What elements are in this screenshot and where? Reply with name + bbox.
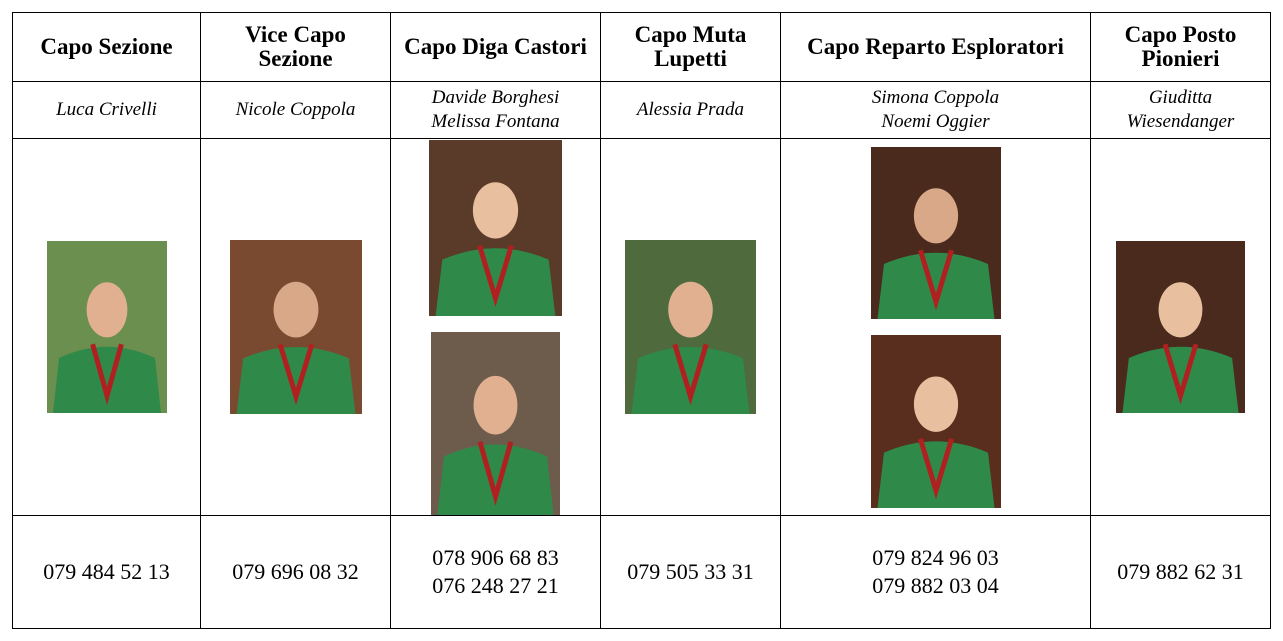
photo [870, 146, 1001, 319]
uniform [631, 347, 750, 414]
scarf [1162, 343, 1199, 405]
phone-number: 079 882 62 31 [1117, 559, 1244, 584]
person-name: Giuditta Wiesendanger [1126, 87, 1235, 132]
face [472, 181, 519, 239]
name-cell: Alessia Prada [600, 81, 781, 139]
photo [870, 334, 1001, 508]
photos [1091, 241, 1270, 413]
photo-cell [780, 138, 1091, 516]
face [913, 376, 958, 432]
names-row: Luca Crivelli Nicole Coppola Davide Borghe… [12, 81, 1271, 139]
photo [46, 241, 167, 413]
scarf [89, 343, 124, 406]
photo [1116, 241, 1245, 413]
name-cell: Luca Crivelli [12, 81, 201, 139]
scarf [477, 244, 514, 307]
phone-number: 079 696 08 32 [232, 559, 359, 584]
name-cell: Giuditta Wiesendanger [1090, 81, 1271, 139]
phone-number: 079 824 96 03 [872, 545, 999, 570]
scarf [917, 437, 954, 499]
name-cell: Simona Coppola Noemi Oggier [780, 81, 1091, 139]
staff-table: Capo Sezione Vice Capo Sezione Capo Diga C… [12, 12, 1271, 629]
phone-number: 078 906 68 83 [432, 545, 559, 570]
header-cell: Capo Muta Lupetti [600, 12, 781, 82]
photo [429, 139, 562, 316]
header-row: Capo Sezione Vice Capo Sezione Capo Diga C… [12, 12, 1271, 82]
uniform [1122, 346, 1239, 413]
phone-cell: 079 484 52 13 [12, 515, 201, 629]
photos [391, 139, 600, 515]
phone-cell: 078 906 68 83 076 248 27 21 [390, 515, 601, 629]
photos [781, 146, 1090, 508]
face [86, 282, 127, 338]
photos [201, 240, 390, 414]
person-name: Melissa Fontana [431, 111, 560, 132]
face [273, 281, 318, 338]
uniform [435, 247, 556, 316]
header-cell: Capo Diga Castori [390, 12, 601, 82]
face [473, 375, 518, 434]
face [1158, 282, 1203, 338]
photo [229, 240, 362, 414]
uniform [437, 444, 554, 515]
uniform [877, 252, 994, 319]
phone-cell: 079 505 33 31 [600, 515, 781, 629]
person-name: Luca Crivelli [56, 99, 157, 120]
name-cell: Nicole Coppola [200, 81, 391, 139]
phone-cell: 079 882 62 31 [1090, 515, 1271, 629]
uniform [877, 440, 994, 508]
scarf [277, 343, 314, 406]
photo-cell [390, 138, 601, 516]
header-cell: Capo Sezione [12, 12, 201, 82]
photo-cell [12, 138, 201, 516]
name-cell: Davide Borghesi Melissa Fontana [390, 81, 601, 139]
photo [625, 240, 756, 414]
person-name: Noemi Oggier [881, 111, 990, 132]
person-name: Nicole Coppola [235, 99, 356, 120]
photos [601, 240, 780, 414]
photo [431, 331, 560, 515]
face [668, 281, 713, 338]
phones-row: 079 484 52 13 079 696 08 32 078 906 68 83 0… [12, 515, 1271, 629]
header-cell: Vice Capo Sezione [200, 12, 391, 82]
person-name: Alessia Prada [636, 99, 745, 120]
phone-cell: 079 696 08 32 [200, 515, 391, 629]
photos-row [12, 138, 1271, 516]
uniform [236, 347, 355, 414]
person-name: Davide Borghesi [431, 87, 560, 108]
phone-number: 076 248 27 21 [432, 573, 559, 598]
header-cell: Capo Posto Pionieri [1090, 12, 1271, 82]
person-name: Simona Coppola [871, 87, 1000, 108]
photos [13, 241, 200, 413]
face [913, 187, 958, 243]
photo-cell [600, 138, 781, 516]
scarf [477, 440, 514, 506]
uniform [52, 346, 161, 413]
photo-cell [200, 138, 391, 516]
phone-number: 079 882 03 04 [872, 573, 999, 598]
phone-number: 079 505 33 31 [627, 559, 754, 584]
phone-number: 079 484 52 13 [43, 559, 170, 584]
phone-cell: 079 824 96 03 079 882 03 04 [780, 515, 1091, 629]
photo-cell [1090, 138, 1271, 516]
scarf [917, 248, 954, 310]
scarf [672, 343, 709, 406]
header-cell: Capo Reparto Esploratori [780, 12, 1091, 82]
